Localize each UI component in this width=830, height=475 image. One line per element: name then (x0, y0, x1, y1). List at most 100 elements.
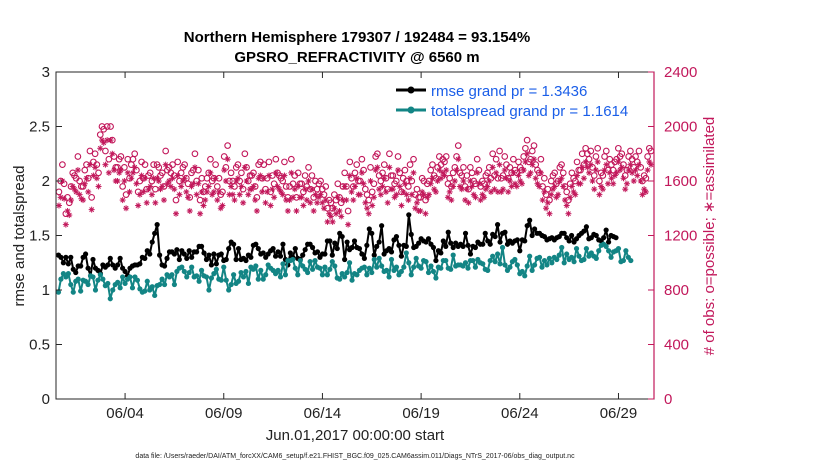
totalspread-point (393, 264, 400, 270)
obs-possible-point (573, 158, 581, 166)
rmse-point (492, 233, 498, 240)
obs-assimilated-stroke (385, 200, 391, 206)
rmse-point (403, 243, 409, 249)
obs-assimilated-point (432, 188, 439, 195)
obs-assimilated-point (186, 207, 193, 214)
totalspread-point (603, 243, 609, 249)
obs-possible-point (343, 183, 350, 190)
rmse-point (482, 230, 488, 236)
obs-assimilated-stroke (201, 203, 206, 208)
obs-possible-point (496, 147, 503, 155)
obs-assimilated-stroke (645, 167, 651, 173)
obs-assimilated-stroke (578, 181, 583, 187)
obs-assimilated-point (333, 210, 340, 217)
totalspread-point (411, 264, 417, 270)
obs-possible-point (382, 174, 390, 182)
obs-possible-point (344, 207, 352, 215)
y-tick-left-label: 0.5 (29, 337, 50, 354)
obs-assimilated-point (610, 180, 617, 187)
totalspread-point (149, 284, 155, 290)
obs-assimilated-point (518, 180, 525, 187)
obs-assimilated-stroke (70, 183, 76, 189)
obs-possible-point (596, 177, 603, 185)
obs-possible-point (334, 180, 342, 188)
obs-possible-point (422, 196, 429, 204)
obs-assimilated-stroke (97, 145, 103, 151)
obs-assimilated-point (267, 202, 274, 209)
rmse-point (329, 252, 335, 258)
totalspread-point (554, 256, 560, 263)
obs-assimilated-point (405, 197, 412, 204)
obs-assimilated-stroke (135, 203, 141, 208)
obs-assimilated-point (365, 210, 372, 217)
obs-assimilated-point (377, 191, 384, 198)
obs-assimilated-point (55, 202, 62, 209)
obs-assimilated-stroke (66, 212, 72, 218)
totalspread-point (68, 281, 74, 288)
obs-possible-point (193, 177, 201, 185)
obs-assimilated-stroke (300, 203, 306, 208)
obs-assimilated-point (357, 191, 364, 198)
obs-possible-point (609, 166, 617, 174)
totalspread-point (263, 272, 269, 278)
obs-assimilated-stroke (572, 192, 578, 198)
obs-assimilated-stroke (624, 181, 630, 187)
totalspread-point (346, 260, 353, 266)
totalspread-point (514, 262, 520, 268)
obs-assimilated-point (572, 191, 579, 198)
obs-possible-point (410, 155, 417, 163)
obs-assimilated-point (591, 186, 598, 193)
obs-possible-point (105, 155, 113, 163)
legend-totalspread-label: totalspread grand pr = 1.1614 (431, 103, 628, 120)
obs-assimilated-stroke (361, 181, 367, 187)
obs-assimilated-stroke (280, 192, 286, 198)
obs-possible-point (298, 180, 305, 188)
obs-assimilated-stroke (478, 197, 484, 203)
obs-possible-point (300, 188, 307, 196)
obs-possible-point (236, 177, 244, 185)
obs-possible-point (150, 161, 157, 168)
obs-assimilated-stroke (376, 186, 382, 192)
obs-possible-point (83, 161, 90, 168)
rmse-point (448, 240, 454, 246)
y-tick-left-label: 3 (42, 64, 50, 81)
obs-possible-point (227, 169, 235, 177)
obs-possible-point (346, 158, 354, 166)
obs-assimilated-stroke (101, 140, 107, 146)
obs-possible-point (523, 136, 531, 144)
obs-assimilated-point (62, 221, 69, 228)
totalspread-point (322, 264, 328, 270)
obs-assimilated-point (107, 137, 114, 144)
obs-assimilated-point (176, 191, 183, 198)
obs-possible-point (238, 169, 245, 177)
obs-possible-point (201, 183, 209, 190)
totalspread-point (406, 260, 412, 266)
obs-assimilated-stroke (445, 194, 451, 200)
obs-assimilated-stroke (349, 189, 355, 195)
obs-assimilated-stroke (161, 197, 167, 203)
obs-possible-point (231, 183, 238, 190)
totalspread-point (576, 253, 582, 259)
obs-assimilated-stroke (357, 192, 363, 198)
obs-possible-point (96, 131, 104, 139)
obs-possible-point (86, 147, 94, 155)
rmse-point (497, 239, 503, 245)
obs-assimilated-stroke (173, 211, 179, 217)
obs-assimilated-point (426, 191, 433, 198)
obs-assimilated-stroke (171, 186, 177, 192)
obs-assimilated-stroke (639, 192, 645, 198)
obs-assimilated-point (500, 186, 507, 193)
obs-assimilated-stroke (584, 164, 590, 170)
obs-assimilated-stroke (225, 156, 231, 162)
rmse-point (206, 252, 212, 258)
obs-assimilated-point (143, 199, 150, 206)
x-tick-label: 06/09 (205, 405, 243, 422)
obs-assimilated-point (477, 197, 484, 204)
obs-assimilated-stroke (491, 186, 497, 192)
obs-assimilated-stroke (500, 186, 506, 192)
totalspread-point (371, 256, 377, 263)
rmse-point (198, 243, 205, 249)
obs-possible-point (358, 155, 366, 163)
obs-possible-point (119, 183, 126, 190)
obs-possible-point (494, 174, 502, 182)
